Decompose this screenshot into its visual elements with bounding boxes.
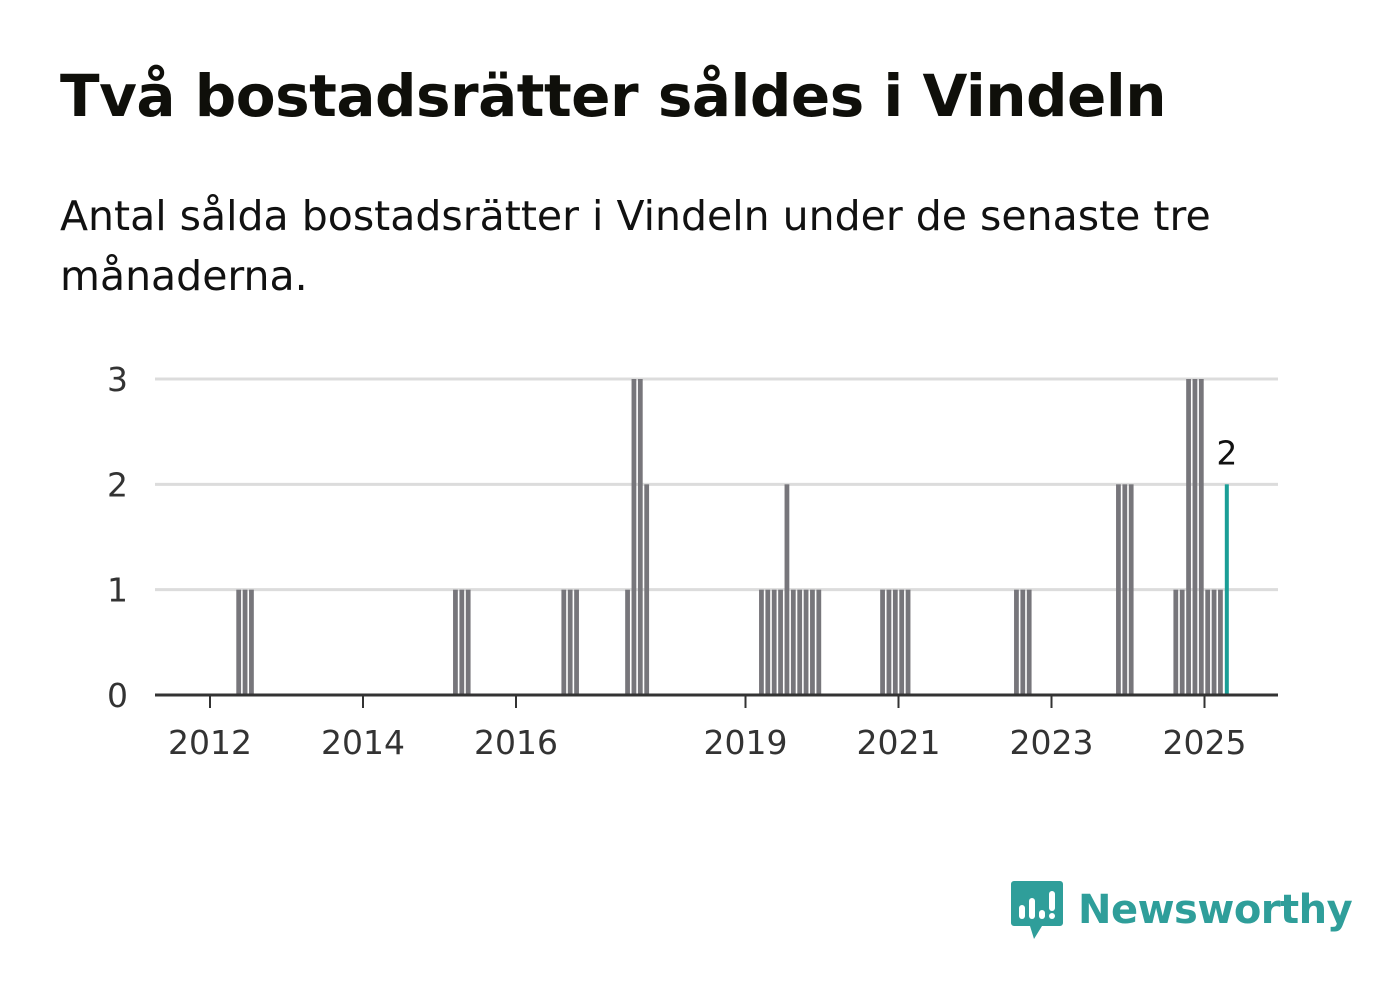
bar: [1173, 589, 1179, 695]
x-tick-label: 2025: [1163, 723, 1247, 762]
brand-logo: Newsworthy: [1010, 878, 1353, 942]
bar: [771, 589, 777, 695]
bar: [631, 379, 637, 695]
y-tick-label: 0: [107, 676, 128, 715]
gridlines: [155, 377, 1278, 592]
y-tick-label: 3: [107, 360, 128, 399]
x-tick-label: 2014: [321, 723, 405, 762]
bar: [797, 589, 803, 695]
bar-chart: 0 1 2 3 2 2012 2014 2016 2019 2021 2023 2025: [107, 360, 1278, 762]
bar: [784, 484, 790, 695]
bar: [790, 589, 796, 695]
bar: [1026, 589, 1032, 695]
bar: [880, 589, 885, 695]
bar: [1116, 484, 1121, 695]
bar: [1122, 484, 1128, 695]
bar: [1198, 379, 1204, 695]
bar: [1205, 589, 1211, 695]
bar: [1218, 589, 1223, 695]
bar: [1128, 484, 1134, 695]
chart-title: Två bostadsrätter såldes i Vindeln: [60, 62, 1167, 130]
bar: [1014, 589, 1019, 695]
labels: 0 1 2 3 2 2012 2014 2016 2019 2021 2023 2025: [107, 360, 1246, 762]
y-tick-label: 2: [107, 465, 128, 504]
bar: [1192, 379, 1198, 695]
bar: [1186, 379, 1191, 695]
brand-name: Newsworthy: [1078, 887, 1353, 933]
bar: [886, 589, 892, 695]
x-tick-label: 2016: [474, 723, 558, 762]
x-tick-label: 2021: [857, 723, 941, 762]
y-tick-label: 1: [107, 571, 128, 610]
bar-highlight: [1224, 484, 1229, 695]
bars: [236, 379, 1229, 695]
bar: [574, 589, 579, 695]
bar: [465, 589, 471, 695]
bar: [1020, 589, 1026, 695]
bar: [810, 589, 815, 695]
bar: [899, 589, 905, 695]
bar: [1211, 589, 1217, 695]
bar: [242, 589, 248, 695]
x-tick-label: 2023: [1010, 723, 1094, 762]
bar: [1179, 589, 1185, 695]
x-tick-label: 2019: [704, 723, 788, 762]
bar: [625, 589, 630, 695]
bar: [644, 484, 650, 695]
x-tick-label: 2012: [168, 723, 252, 762]
bar: [803, 589, 809, 695]
bar: [236, 589, 242, 695]
bar: [905, 589, 911, 695]
bar: [637, 379, 643, 695]
chart-subtitle: Antal sålda bostadsrätter i Vindeln unde…: [60, 192, 1211, 300]
highlight-value-label: 2: [1216, 433, 1237, 472]
x-axis: [155, 693, 1278, 708]
bar: [567, 589, 573, 695]
bar: [561, 589, 567, 695]
bar: [778, 589, 783, 695]
bar: [459, 589, 465, 695]
bar: [892, 589, 898, 695]
bar: [816, 589, 822, 695]
bar: [765, 589, 771, 695]
bar: [249, 589, 254, 695]
bar: [453, 589, 458, 695]
newsworthy-logo-icon: [1011, 881, 1063, 939]
bar: [759, 589, 764, 695]
